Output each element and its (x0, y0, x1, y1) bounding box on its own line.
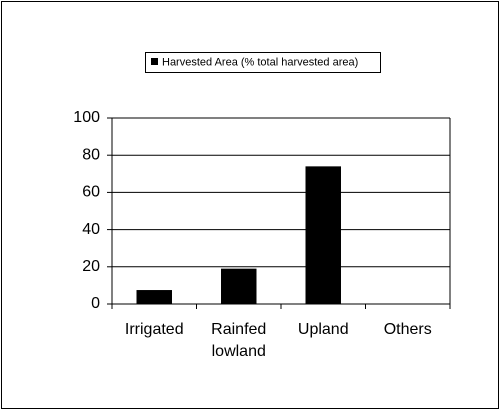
legend-label: Harvested Area (% total harvested area) (162, 56, 358, 68)
legend-box (145, 52, 381, 73)
y-tick-label: 100 (73, 109, 100, 126)
bar (305, 166, 341, 304)
y-tick-label: 40 (82, 221, 100, 238)
y-tick-label: 60 (82, 184, 100, 201)
y-tick-label: 80 (82, 146, 100, 163)
x-tick-label: Upland (298, 321, 349, 338)
bar (221, 268, 257, 304)
bar (136, 290, 172, 304)
x-tick-label: Others (384, 321, 432, 338)
x-tick-label: Rainfed lowland (211, 321, 266, 360)
y-tick-label: 0 (91, 295, 100, 312)
y-tick-label: 20 (82, 258, 100, 275)
legend-swatch (151, 58, 158, 65)
plot-area (112, 118, 450, 304)
x-tick-label: Irrigated (125, 321, 184, 338)
